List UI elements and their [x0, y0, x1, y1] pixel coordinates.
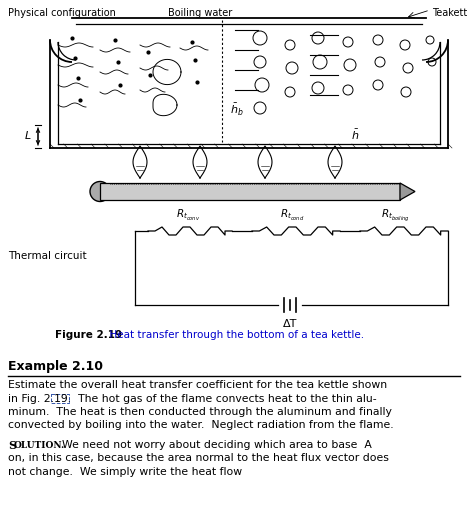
- Circle shape: [90, 181, 110, 201]
- Text: ΔT: ΔT: [283, 319, 297, 329]
- Polygon shape: [400, 183, 415, 200]
- Text: Example 2.10: Example 2.10: [8, 360, 103, 373]
- Text: L: L: [25, 131, 31, 141]
- Text: Thermal circuit: Thermal circuit: [8, 251, 87, 261]
- Text: Physical configuration: Physical configuration: [8, 8, 116, 18]
- Bar: [100, 183, 400, 200]
- Text: OLUTION.: OLUTION.: [14, 441, 65, 450]
- Text: $\bar{h}$: $\bar{h}$: [351, 128, 359, 142]
- Text: Figure 2.19: Figure 2.19: [55, 330, 122, 340]
- Text: convected by boiling into the water.  Neglect radiation from the flame.: convected by boiling into the water. Neg…: [8, 421, 394, 430]
- Text: Heat transfer through the bottom of a tea kettle.: Heat transfer through the bottom of a te…: [103, 330, 364, 340]
- Text: minum.  The heat is then conducted through the aluminum and finally: minum. The heat is then conducted throug…: [8, 407, 392, 417]
- Text: $R_{t_{boiling}}$: $R_{t_{boiling}}$: [380, 208, 410, 224]
- Text: Boiling water: Boiling water: [168, 8, 232, 18]
- Text: We need not worry about deciding which area to base  A: We need not worry about deciding which a…: [62, 440, 372, 450]
- Text: S: S: [8, 440, 16, 451]
- Text: $\bar{h}_b$: $\bar{h}_b$: [230, 102, 244, 118]
- Text: on, in this case, because the area normal to the heat flux vector does: on, in this case, because the area norma…: [8, 453, 389, 463]
- Text: $R_{t_{conv}}$: $R_{t_{conv}}$: [176, 208, 200, 223]
- Text: Estimate the overall heat transfer coefficient for the tea kettle shown: Estimate the overall heat transfer coeff…: [8, 380, 387, 390]
- Text: in Fig. 2.19.  The hot gas of the flame convects heat to the thin alu-: in Fig. 2.19. The hot gas of the flame c…: [8, 393, 377, 404]
- Bar: [51, 394, 69, 404]
- Text: $R_{t_{cond}}$: $R_{t_{cond}}$: [280, 208, 304, 223]
- Text: not change.  We simply write the heat flow: not change. We simply write the heat flo…: [8, 467, 242, 477]
- Text: Teakettle: Teakettle: [432, 8, 468, 18]
